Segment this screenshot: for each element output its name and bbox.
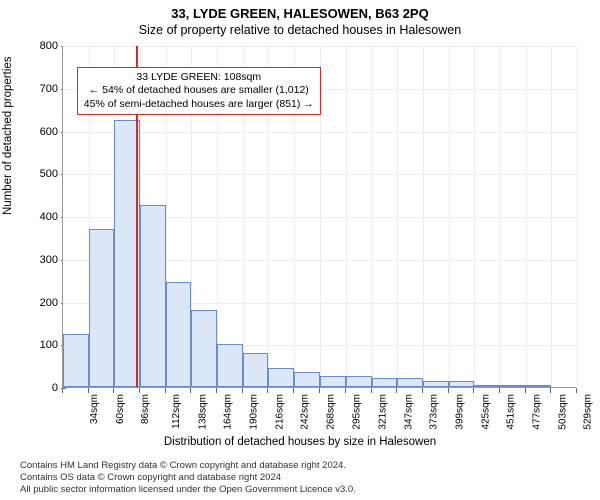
histogram-bar bbox=[294, 372, 321, 387]
annotation-line-3: 45% of semi-detached houses are larger (… bbox=[84, 98, 314, 112]
histogram-bar bbox=[500, 385, 526, 387]
y-tick-label: 600 bbox=[40, 126, 58, 138]
histogram-bar bbox=[191, 310, 217, 387]
x-tick-label: 373sqm bbox=[429, 394, 440, 430]
histogram-bar bbox=[397, 378, 423, 387]
x-tick-label: 190sqm bbox=[248, 394, 259, 430]
x-tick-label: 451sqm bbox=[506, 394, 517, 430]
x-tick-label: 164sqm bbox=[223, 394, 234, 430]
x-tick-label: 529sqm bbox=[583, 394, 594, 430]
attribution-footer: Contains HM Land Registry data © Crown c… bbox=[20, 460, 356, 496]
annotation-line-1: 33 LYDE GREEN: 108sqm bbox=[84, 71, 314, 85]
annotation-box: 33 LYDE GREEN: 108sqm ← 54% of detached … bbox=[77, 67, 321, 116]
x-tick-label: 399sqm bbox=[455, 394, 466, 430]
x-tick-label: 242sqm bbox=[300, 394, 311, 430]
histogram-bar bbox=[320, 376, 346, 387]
histogram-bar bbox=[140, 205, 166, 387]
x-tick-label: 86sqm bbox=[140, 394, 151, 424]
y-tick-label: 700 bbox=[40, 83, 58, 95]
histogram-bar bbox=[346, 376, 372, 387]
x-axis-ticks: 34sqm 60sqm 86sqm 112sqm 138sqm 164sqm 190sqm 2… bbox=[62, 388, 576, 438]
histogram-bar bbox=[63, 334, 89, 387]
y-tick-label: 0 bbox=[52, 382, 58, 394]
x-tick-label: 268sqm bbox=[325, 394, 336, 430]
histogram-bar bbox=[372, 378, 398, 387]
histogram-bar bbox=[166, 282, 192, 387]
histogram-bar bbox=[268, 368, 294, 387]
x-tick-label: 60sqm bbox=[115, 394, 126, 424]
y-axis-label: Number of detached properties bbox=[2, 56, 14, 215]
histogram-bar bbox=[423, 381, 449, 387]
x-tick-label: 112sqm bbox=[171, 394, 182, 429]
page-title: 33, LYDE GREEN, HALESOWEN, B63 2PQ bbox=[0, 0, 600, 21]
y-axis-ticks: 0100200300400500600700800 bbox=[36, 46, 60, 388]
x-tick-label: 34sqm bbox=[89, 394, 100, 424]
x-axis-label: Distribution of detached houses by size … bbox=[0, 436, 600, 448]
histogram-bar bbox=[243, 353, 269, 387]
chart-plot-area: 33 LYDE GREEN: 108sqm ← 54% of detached … bbox=[62, 46, 576, 388]
x-tick-label: 347sqm bbox=[403, 394, 414, 430]
histogram-bar bbox=[526, 385, 552, 387]
x-tick-label: 503sqm bbox=[557, 394, 568, 430]
histogram-bar bbox=[474, 385, 500, 387]
footer-line-1: Contains HM Land Registry data © Crown c… bbox=[20, 460, 356, 472]
y-tick-label: 200 bbox=[40, 297, 58, 309]
x-tick-label: 295sqm bbox=[352, 394, 363, 430]
histogram-bar bbox=[449, 381, 475, 387]
x-tick-label: 138sqm bbox=[197, 394, 208, 430]
annotation-line-2: ← 54% of detached houses are smaller (1,… bbox=[84, 84, 314, 98]
x-tick-label: 321sqm bbox=[378, 394, 389, 430]
x-tick-label: 216sqm bbox=[274, 394, 285, 430]
footer-line-3: All public sector information licensed u… bbox=[20, 484, 356, 496]
y-tick-label: 500 bbox=[40, 168, 58, 180]
histogram-bar bbox=[217, 344, 243, 387]
y-tick-label: 800 bbox=[40, 40, 58, 52]
y-tick-label: 100 bbox=[40, 339, 58, 351]
x-tick-label: 477sqm bbox=[532, 394, 543, 430]
y-tick-label: 300 bbox=[40, 254, 58, 266]
y-tick-label: 400 bbox=[40, 211, 58, 223]
x-tick-label: 425sqm bbox=[480, 394, 491, 430]
footer-line-2: Contains OS data © Crown copyright and d… bbox=[20, 472, 356, 484]
page-subtitle: Size of property relative to detached ho… bbox=[0, 21, 600, 37]
histogram-bar bbox=[89, 229, 115, 387]
